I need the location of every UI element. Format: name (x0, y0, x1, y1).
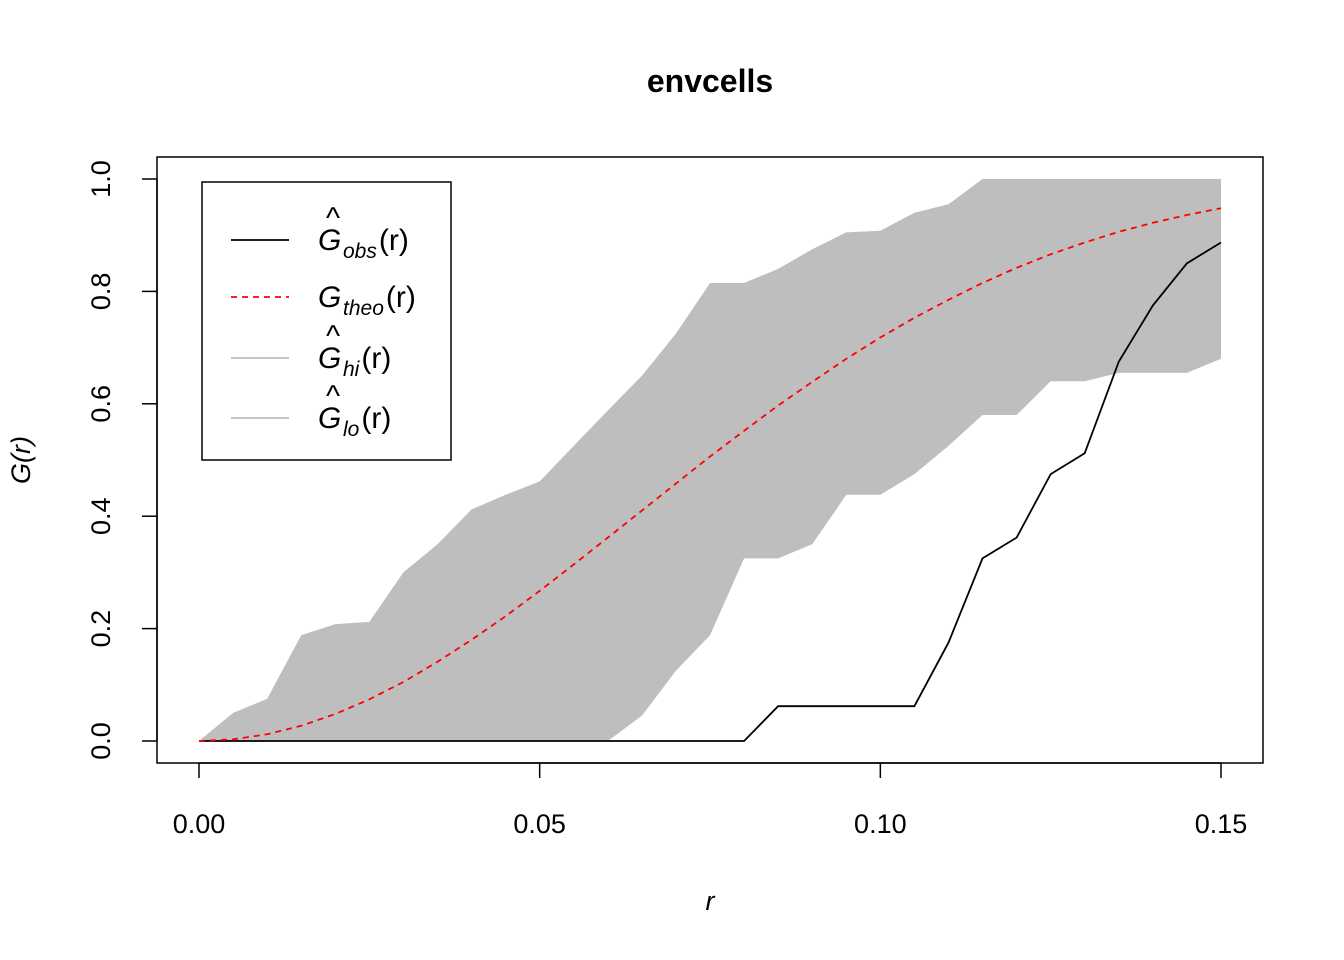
x-tick-label: 0.05 (513, 809, 566, 839)
x-tick-label: 0.15 (1195, 809, 1248, 839)
x-tick-label: 0.10 (854, 809, 907, 839)
x-tick-label: 0.00 (173, 809, 226, 839)
legend-subscript: obs (343, 240, 377, 263)
y-tick-label: 1.0 (86, 160, 116, 198)
legend-subscript: lo (343, 418, 360, 441)
legend-hat: ^ (326, 202, 340, 235)
y-axis-label: G(r) (6, 436, 36, 484)
y-tick-label: 0.6 (86, 385, 116, 423)
legend-symbol: G (318, 402, 341, 435)
series-lines (198, 207, 1222, 742)
legend: G^obs (r)G theo (r)G^hi (r)G^lo (r) (201, 181, 452, 461)
legend-suffix: (r) (361, 342, 391, 375)
legend-box (201, 181, 452, 461)
legend-suffix: (r) (361, 402, 391, 435)
legend-symbol: G (318, 224, 341, 257)
x-axis-label: r (706, 886, 716, 916)
y-tick-label: 0.4 (86, 497, 116, 535)
envelope-band-area (199, 179, 1221, 741)
x-axis: 0.00 0.05 0.10 0.15 (173, 762, 1248, 839)
legend-entry-hi: G^hi (r) (318, 320, 391, 381)
y-axis: 0.0 0.2 0.4 0.6 0.8 1.0 (86, 160, 158, 760)
legend-hat: ^ (326, 320, 340, 353)
envelope-band (199, 179, 1221, 741)
series-line-theo (198, 207, 1222, 742)
legend-symbol: G (318, 281, 341, 314)
chart-title: envcells (647, 63, 773, 99)
legend-entry-lo: G^lo (r) (318, 380, 391, 441)
legend-subscript: theo (343, 297, 384, 320)
y-tick-label: 0.8 (86, 273, 116, 311)
y-tick-label: 0.0 (86, 722, 116, 760)
legend-subscript: hi (343, 358, 361, 381)
legend-suffix: (r) (386, 281, 416, 314)
legend-entry-obs: G^obs (r) (318, 202, 409, 263)
legend-hat: ^ (326, 380, 340, 413)
legend-symbol: G (318, 342, 341, 375)
y-tick-label: 0.2 (86, 610, 116, 648)
legend-suffix: (r) (379, 224, 409, 257)
series-line-obs (199, 241, 1222, 742)
